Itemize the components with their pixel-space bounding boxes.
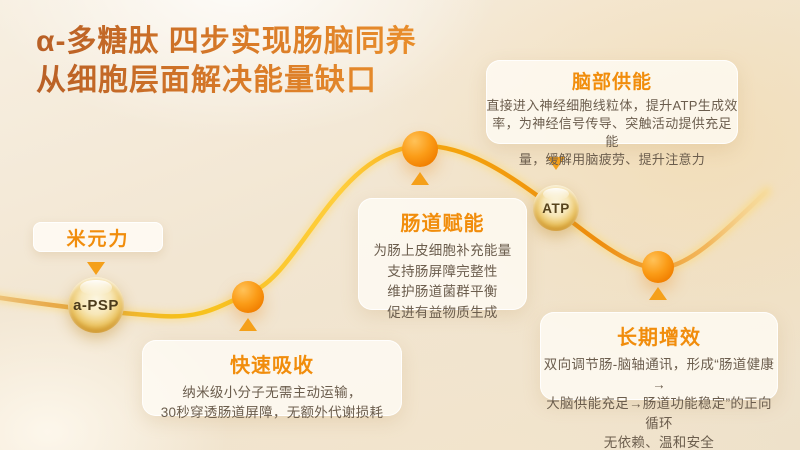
step-body: 为肠上皮细胞补充能量 支持肠屏障完整性 维护肠道菌群平衡 促进有益物质生成 xyxy=(373,243,512,320)
step-card-longterm: 长期增效 双向调节肠-脑轴通讯，形成“肠道健康→ 大脑供能充足→肠道功能稳定”的… xyxy=(540,312,778,450)
step-title: 脑部供能 xyxy=(571,72,652,93)
molecule-sphere: a-PSP xyxy=(68,277,124,333)
atp-coin: ATP xyxy=(533,185,579,231)
step-title: 肠道赋能 xyxy=(400,213,485,235)
molecule-label: a-PSP xyxy=(73,296,119,314)
step-title: 长期增效 xyxy=(617,327,701,349)
page-title-line2: 从细胞层面解决能量缺口 xyxy=(36,64,377,97)
step-body: 双向调节肠-脑轴通讯，形成“肠道健康→ 大脑供能充足→肠道功能稳定”的正向循环 … xyxy=(543,357,775,450)
page-title-line1: α-多糖肽 四步实现肠脑同养 xyxy=(36,25,417,58)
step-title: 快速吸收 xyxy=(230,355,314,377)
step-body: 纳米级小分子无需主动运输， 30秒穿透肠道屏障，无额外代谢损耗 xyxy=(160,385,384,420)
step-card-absorption: 快速吸收 纳米级小分子无需主动运输， 30秒穿透肠道屏障，无额外代谢损耗 xyxy=(142,340,402,420)
node-dot-gut-peak xyxy=(402,131,438,167)
atp-label: ATP xyxy=(542,200,570,216)
step-card-gut: 肠道赋能 为肠上皮细胞补充能量 支持肠屏障完整性 维护肠道菌群平衡 促进有益物质… xyxy=(358,198,527,320)
step-card-brain: 脑部供能 直接进入神经细胞线粒体，提升ATP生成效 率，为神经信号传导、突触活动… xyxy=(486,60,738,167)
page-title: α-多糖肽 四步实现肠脑同养 从细胞层面解决能量缺口 xyxy=(36,22,417,100)
brand-badge: 米元力 xyxy=(33,222,163,252)
brand-label: 米元力 xyxy=(66,228,130,250)
node-dot-absorption xyxy=(232,281,264,313)
step-body: 直接进入神经细胞线粒体，提升ATP生成效 率，为神经信号传导、突触活动提供充足能… xyxy=(486,98,738,167)
node-dot-longterm xyxy=(642,251,674,283)
